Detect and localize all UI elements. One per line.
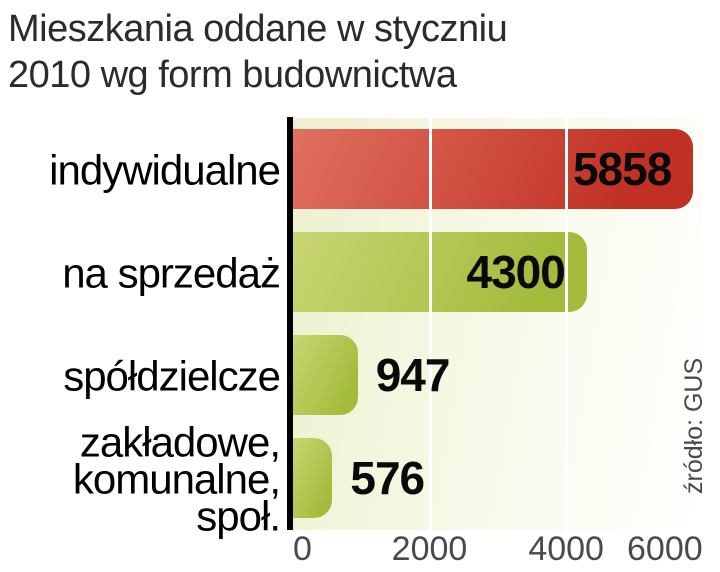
category-label-spoldzielcze: spółdzielcze bbox=[63, 352, 281, 399]
value-label-zakladowe: 576 bbox=[350, 452, 425, 504]
category-label-zakladowe: zakładowe, komunalne, społ. bbox=[72, 418, 281, 539]
plot-area: 5858 4300 947 576 bbox=[293, 118, 703, 530]
tick-label-6000: 6000 bbox=[627, 530, 703, 568]
chart-title-line2: 2010 wg form budownictwa bbox=[8, 54, 457, 96]
value-label-spoldzielcze: 947 bbox=[375, 349, 451, 401]
value-label-indywidualne: 5858 bbox=[572, 143, 672, 195]
bar-na-sprzedaz bbox=[293, 232, 587, 312]
tick-label-2000: 2000 bbox=[391, 530, 468, 568]
bar-row-indywidualne: 5858 bbox=[293, 129, 703, 209]
chart-title-line1: Mieszkania oddane w styczniu bbox=[8, 8, 508, 50]
tick-label-0: 0 bbox=[293, 530, 312, 568]
value-label-na-sprzedaz: 4300 bbox=[466, 246, 566, 298]
bar-row-na-sprzedaz: 4300 bbox=[293, 232, 703, 312]
source-note: źródło: GUS bbox=[680, 357, 708, 495]
x-axis-ticks: 0 2000 4000 6000 bbox=[293, 530, 703, 570]
gridline-4000 bbox=[565, 118, 569, 530]
bar-indywidualne bbox=[293, 129, 694, 209]
category-label-na-sprzedaz: na sprzedaż bbox=[62, 249, 281, 296]
chart-title: Mieszkania oddane w styczniu 2010 wg for… bbox=[8, 6, 508, 98]
bar-row-spoldzielcze: 947 bbox=[293, 335, 703, 415]
y-axis-line bbox=[287, 117, 293, 530]
bar-zakladowe bbox=[293, 438, 333, 518]
bar-row-zakladowe: 576 bbox=[293, 438, 703, 518]
category-label-indywidualne: indywidualne bbox=[49, 146, 281, 193]
gridline-2000 bbox=[428, 118, 432, 530]
tick-label-4000: 4000 bbox=[528, 530, 604, 568]
bar-spoldzielcze bbox=[293, 335, 358, 415]
